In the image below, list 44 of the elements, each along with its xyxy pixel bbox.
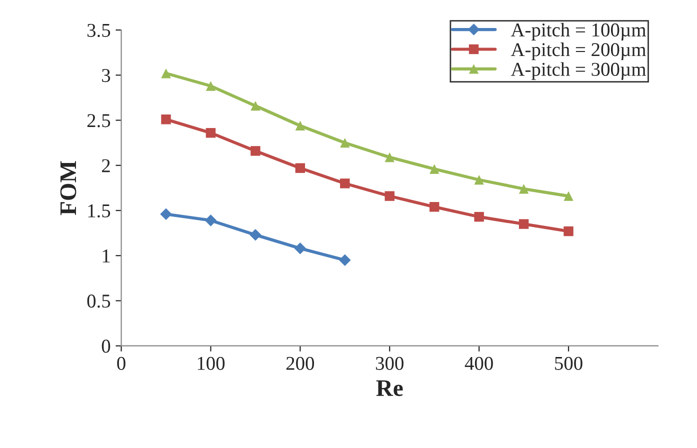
point [250,146,260,156]
point [295,163,306,173]
y-tick-label: 1 [102,250,110,262]
point [161,114,171,124]
point [518,219,529,229]
x-tick-label: 100 [198,356,225,370]
point [206,81,216,91]
point [429,164,440,174]
y-tick-label: 3 [102,69,110,82]
x-tick-label: 400 [464,356,493,370]
point [564,226,574,236]
point [518,184,529,194]
point [564,191,574,201]
point [339,254,351,266]
x-tick-label: 500 [555,356,582,370]
point [340,178,350,188]
point [250,100,260,111]
y-tick-label: 1.5 [88,204,110,218]
point [384,191,394,201]
y-axis-title: FOM [60,161,76,216]
point [204,214,217,226]
point [384,152,394,162]
y-tick-label: 0 [102,340,110,353]
y-tick-label: 2.5 [87,114,110,128]
point [206,128,216,138]
legend-label: A-pitch = 100µm [510,22,646,40]
y-tick-label: 3.5 [87,24,110,38]
x-axis-title: Re [376,380,403,396]
point [474,212,484,222]
point [295,120,306,131]
point [429,202,440,212]
point [294,242,306,254]
legend-label: A-pitch = 300µm [510,62,646,80]
point [161,68,171,78]
point [474,174,484,185]
point [160,208,172,220]
y-tick-label: 0.5 [87,294,110,308]
x-tick-label: 300 [376,356,404,370]
x-tick-label: 200 [286,356,314,370]
x-tick-label: 0 [117,356,126,370]
legend-label: A-pitch = 200µm [510,42,646,60]
point [340,138,350,148]
point [250,228,262,241]
y-tick-label: 2 [102,159,110,172]
